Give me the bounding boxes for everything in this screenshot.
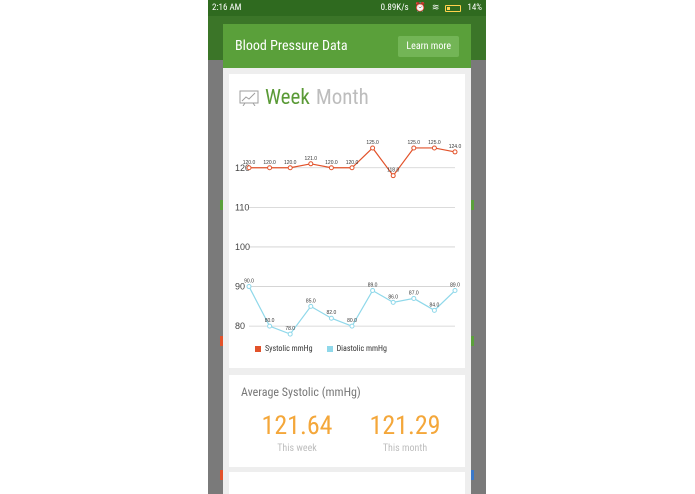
month-average-value: 121.29 (369, 411, 441, 441)
data-point (246, 284, 252, 290)
month-average: 121.29 This month (355, 411, 455, 454)
background-marker (470, 470, 474, 480)
data-point (411, 295, 417, 301)
average-card: Average Systolic (mmHg) 121.64 This week… (229, 375, 465, 467)
data-point (328, 165, 334, 171)
data-label: 120.0 (263, 160, 276, 166)
background-marker (470, 200, 474, 210)
month-average-label: This month (382, 443, 428, 454)
data-label: 78.0 (285, 326, 295, 332)
background-marker (220, 200, 224, 210)
average-title: Average Systolic (mmHg) (241, 385, 361, 399)
data-point (431, 145, 437, 151)
data-point (328, 315, 334, 321)
data-point (308, 161, 314, 167)
dialog-header: Blood Pressure Data Learn more (223, 24, 471, 68)
data-label: 125.0 (428, 140, 441, 146)
data-label: 90.0 (244, 279, 254, 285)
data-point (452, 288, 458, 294)
period-tabs: Week Month (239, 86, 369, 110)
data-point (431, 307, 437, 313)
data-label: 87.0 (409, 290, 419, 296)
data-point (246, 165, 252, 171)
background-marker (220, 336, 224, 346)
week-average-label: This week (277, 443, 317, 454)
dialog-title: Blood Pressure Data (235, 38, 348, 54)
status-time: 2:16 AM (212, 3, 242, 13)
data-point (411, 145, 417, 151)
next-card (229, 472, 465, 494)
battery-level: 14% (467, 3, 482, 13)
data-point (287, 331, 293, 337)
data-label: 121.0 (305, 156, 318, 162)
data-point (370, 288, 376, 294)
data-label: 120.0 (346, 160, 359, 166)
y-tick-label: 120 (235, 163, 250, 173)
data-point (267, 323, 273, 329)
data-label: 80.0 (347, 318, 357, 324)
background-marker (220, 470, 224, 480)
data-point (390, 173, 396, 179)
phone-screen: 2:16 AM 0.89K/s ⏰ ≋ 14% Blood Pressure D… (208, 0, 486, 494)
legend-swatch-diastolic (326, 345, 333, 352)
data-label: 89.0 (368, 283, 378, 289)
legend-swatch-systolic (255, 345, 261, 352)
data-point (370, 145, 376, 151)
data-point (308, 303, 314, 309)
data-label: 120.0 (243, 160, 256, 166)
network-speed: 0.89K/s (380, 3, 409, 13)
status-bar: 2:16 AM 0.89K/s ⏰ ≋ 14% (208, 0, 486, 16)
wifi-icon: ≋ (431, 3, 440, 13)
data-label: 84.0 (430, 302, 440, 308)
data-label: 86.0 (388, 294, 398, 300)
data-label: 124.0 (449, 144, 462, 150)
alarm-icon: ⏰ (414, 3, 426, 13)
data-label: 89.0 (450, 283, 460, 289)
legend-label-systolic: Systolic mmHg (265, 344, 313, 353)
data-point (390, 299, 396, 305)
y-tick-label: 80 (235, 321, 245, 331)
battery-icon (445, 4, 462, 12)
data-point (452, 149, 458, 155)
data-point (287, 165, 293, 171)
data-label: 120.0 (325, 160, 338, 166)
data-label: 85.0 (306, 298, 316, 304)
chart-card: 80 90 100 110 120 120.0 120.0 120.0 121.0 120.0 12… (229, 74, 465, 368)
data-point (349, 165, 355, 171)
legend-item-diastolic: Diastolic mmHg (326, 344, 387, 353)
chart-legend: Systolic mmHg Diastolic mmHg (255, 344, 387, 353)
background-marker (470, 336, 474, 346)
blood-pressure-dialog: Blood Pressure Data Learn more 80 90 100 11… (223, 24, 471, 494)
data-label: 82.0 (327, 310, 337, 316)
data-label: 120.0 (284, 160, 297, 166)
y-tick-label: 100 (235, 242, 250, 252)
data-label: 80.0 (265, 318, 275, 324)
data-point (349, 323, 355, 329)
y-tick-label: 110 (235, 202, 249, 212)
y-tick-label: 90 (235, 282, 245, 292)
week-average: 121.64 This week (247, 411, 347, 454)
data-point (267, 165, 273, 171)
learn-more-button[interactable]: Learn more (398, 35, 459, 57)
week-average-value: 121.64 (261, 411, 333, 441)
tab-week[interactable]: Week (265, 86, 310, 110)
tab-month[interactable]: Month (315, 86, 369, 110)
data-label: 125.0 (366, 140, 379, 146)
data-label: 125.0 (408, 140, 421, 146)
data-label: 118.0 (387, 168, 399, 174)
legend-item-systolic: Systolic mmHg (255, 344, 313, 353)
chart-icon (239, 90, 259, 106)
legend-label-diastolic: Diastolic mmHg (336, 344, 387, 353)
